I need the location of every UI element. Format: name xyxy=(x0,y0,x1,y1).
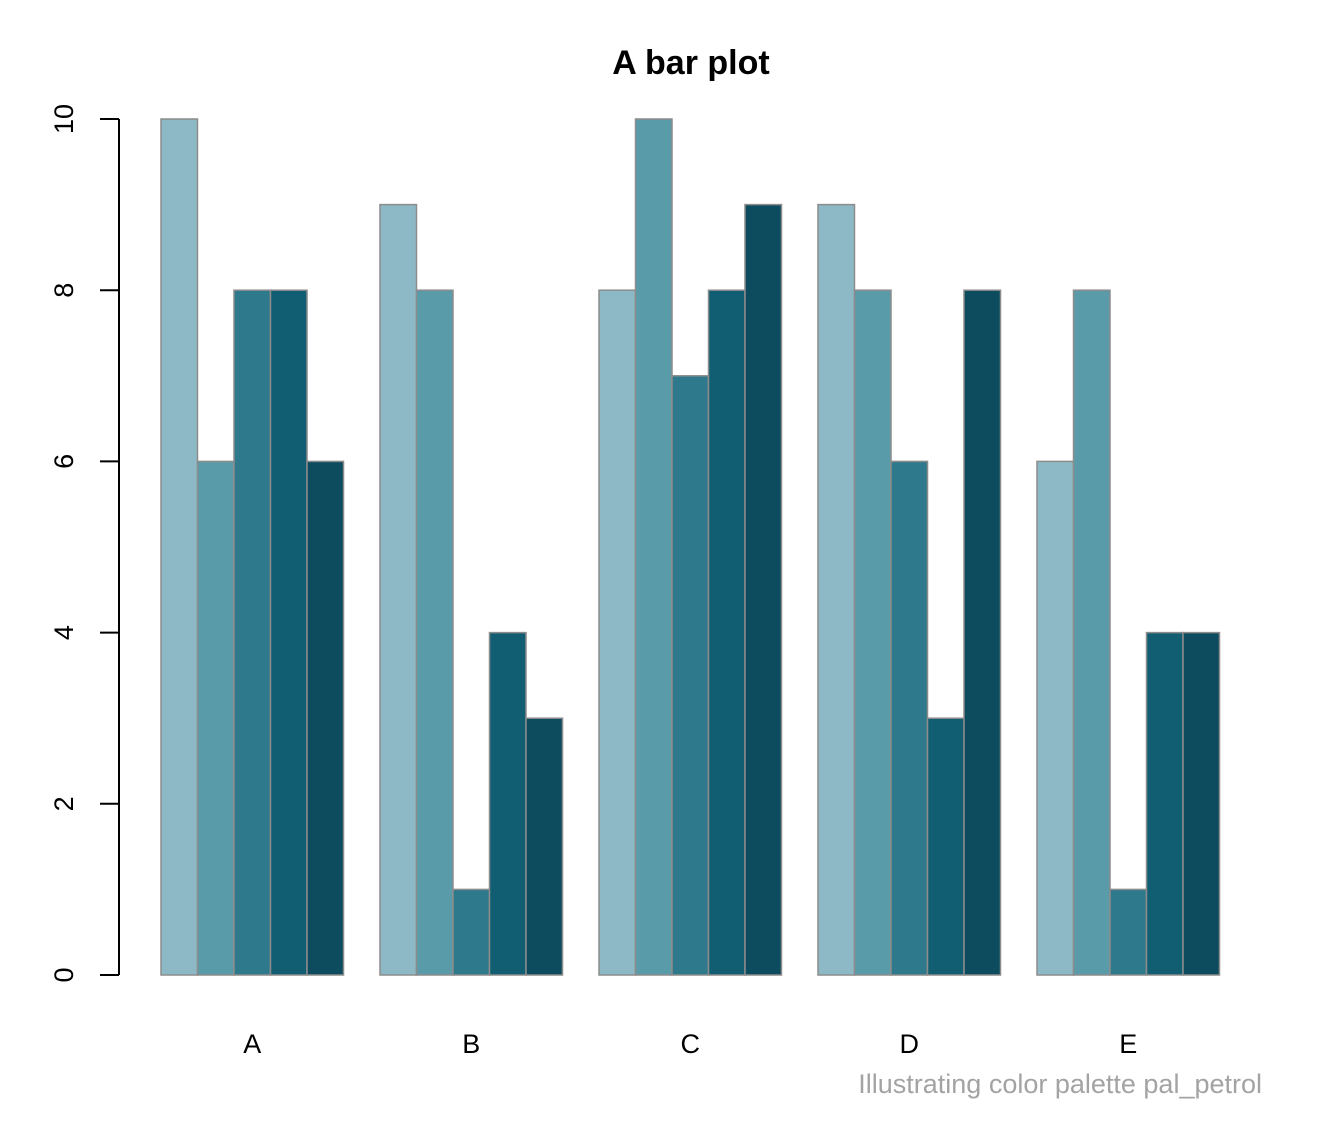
bar-A-5 xyxy=(306,460,345,976)
chart-title: A bar plot xyxy=(612,44,769,82)
y-tick-label: 0 xyxy=(49,967,79,982)
y-tick-label: 6 xyxy=(49,454,79,469)
bar-E-1 xyxy=(1036,460,1075,976)
chart-caption: Illustrating color palette pal_petrol xyxy=(858,1069,1262,1099)
x-label-A: A xyxy=(243,1029,261,1059)
bar-C-2 xyxy=(634,118,673,976)
bar-A-3 xyxy=(233,289,272,976)
bar-C-1 xyxy=(598,289,637,976)
x-label-D: D xyxy=(900,1029,920,1059)
x-label-B: B xyxy=(462,1029,480,1059)
bars-group xyxy=(160,118,1221,976)
bar-D-4 xyxy=(926,717,965,976)
bar-D-3 xyxy=(890,460,929,976)
bar-D-2 xyxy=(853,289,892,976)
y-tick-label: 4 xyxy=(49,625,79,640)
bar-B-3 xyxy=(452,888,491,976)
bar-C-4 xyxy=(707,289,746,976)
bar-B-2 xyxy=(415,289,454,976)
y-tick-label: 10 xyxy=(49,104,79,134)
bar-B-4 xyxy=(488,631,527,976)
bar-C-5 xyxy=(744,203,783,976)
x-label-E: E xyxy=(1119,1029,1137,1059)
bar-E-4 xyxy=(1145,631,1184,976)
x-axis-labels: A B C D E xyxy=(243,1029,1137,1059)
bar-D-5 xyxy=(963,289,1002,976)
bar-E-2 xyxy=(1072,289,1111,976)
x-label-C: C xyxy=(681,1029,701,1059)
bar-E-3 xyxy=(1109,888,1148,976)
y-tick-label: 2 xyxy=(49,796,79,811)
bar-A-2 xyxy=(196,460,235,976)
bar-B-1 xyxy=(379,203,418,976)
bar-A-4 xyxy=(269,289,308,976)
bar-D-1 xyxy=(817,203,856,976)
y-tick-label: 8 xyxy=(49,283,79,298)
bar-B-5 xyxy=(525,717,564,976)
y-axis: 0 2 4 6 8 10 xyxy=(49,104,120,983)
bar-E-5 xyxy=(1182,631,1221,976)
bar-C-3 xyxy=(671,375,710,976)
bar-A-1 xyxy=(160,118,199,976)
